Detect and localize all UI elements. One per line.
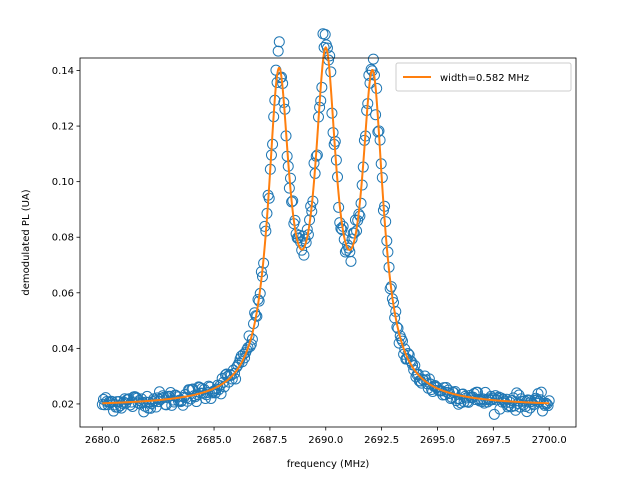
x-tick-label: 2697.5 [476, 435, 511, 446]
legend: width=0.582 MHz [396, 63, 571, 91]
y-tick-label: 0.12 [52, 122, 74, 133]
x-tick-label: 2700.0 [532, 435, 567, 446]
y-tick-label: 0.08 [52, 233, 74, 244]
legend-entry-label: width=0.582 MHz [440, 73, 529, 84]
x-tick-label: 2680.0 [85, 435, 120, 446]
x-axis-label: frequency (MHz) [287, 459, 370, 470]
x-tick-label: 2682.5 [141, 435, 176, 446]
y-tick-label: 0.04 [52, 344, 74, 355]
x-tick-label: 2685.0 [197, 435, 232, 446]
y-tick-label: 0.06 [52, 288, 74, 299]
x-tick-label: 2692.5 [364, 435, 399, 446]
y-axis-label: demodulated PL (UA) [21, 189, 32, 295]
y-tick-label: 0.02 [52, 399, 74, 410]
x-tick-label: 2695.0 [420, 435, 455, 446]
y-tick-label: 0.10 [52, 177, 74, 188]
x-tick-label: 2687.5 [252, 435, 287, 446]
y-tick-label: 0.14 [52, 66, 74, 77]
x-tick-label: 2690.0 [308, 435, 343, 446]
